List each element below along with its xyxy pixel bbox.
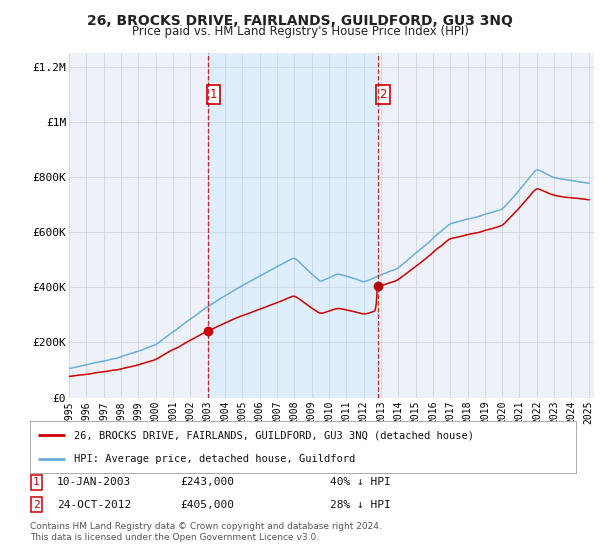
Text: HPI: Average price, detached house, Guildford: HPI: Average price, detached house, Guil… (74, 454, 355, 464)
Text: 26, BROCKS DRIVE, FAIRLANDS, GUILDFORD, GU3 3NQ (detached house): 26, BROCKS DRIVE, FAIRLANDS, GUILDFORD, … (74, 430, 473, 440)
Text: 2: 2 (379, 88, 387, 101)
Text: Price paid vs. HM Land Registry's House Price Index (HPI): Price paid vs. HM Land Registry's House … (131, 25, 469, 38)
Text: 40% ↓ HPI: 40% ↓ HPI (330, 477, 391, 487)
Text: 10-JAN-2003: 10-JAN-2003 (57, 477, 131, 487)
Text: 1: 1 (33, 477, 40, 487)
Text: 1: 1 (210, 88, 218, 101)
Text: 24-OCT-2012: 24-OCT-2012 (57, 500, 131, 510)
Bar (208, 53, 377, 398)
Text: £243,000: £243,000 (180, 477, 234, 487)
Text: Contains HM Land Registry data © Crown copyright and database right 2024.
This d: Contains HM Land Registry data © Crown c… (30, 522, 382, 542)
Text: 28% ↓ HPI: 28% ↓ HPI (330, 500, 391, 510)
Text: 2: 2 (33, 500, 40, 510)
Text: £405,000: £405,000 (180, 500, 234, 510)
Text: 26, BROCKS DRIVE, FAIRLANDS, GUILDFORD, GU3 3NQ: 26, BROCKS DRIVE, FAIRLANDS, GUILDFORD, … (87, 14, 513, 28)
